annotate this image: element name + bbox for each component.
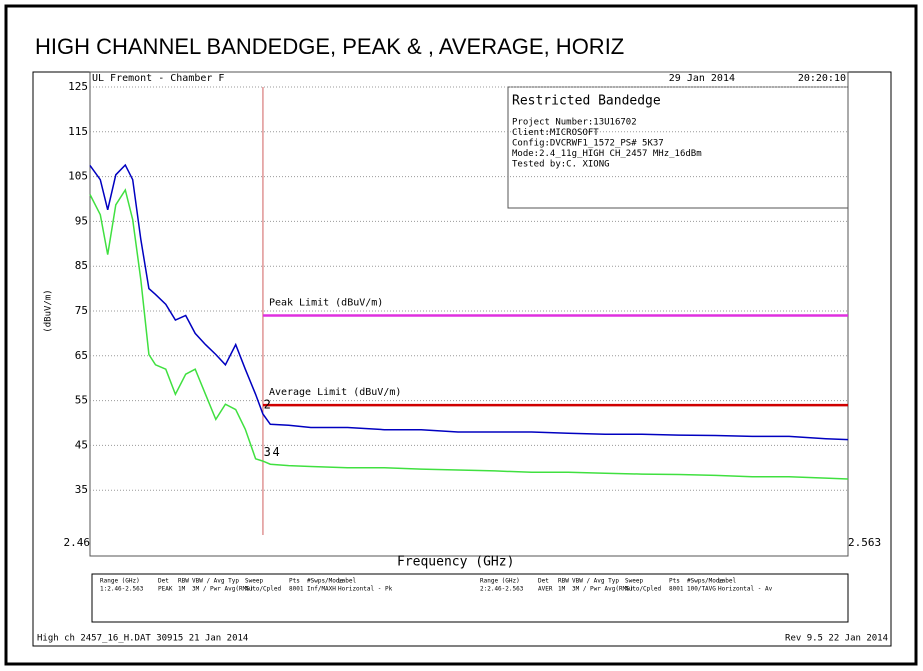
y-tick-label: 75 <box>75 304 88 317</box>
x-tick-label: 2.563 <box>848 536 881 549</box>
table-header: Sweep <box>625 578 643 585</box>
marker-label: 2 <box>264 397 271 411</box>
header-left: UL Fremont - Chamber F <box>92 73 224 84</box>
table-header: #Swps/Mode <box>687 578 724 585</box>
info-line: Tested by:C. XIONG <box>512 160 610 170</box>
info-line: Project Number:13U16702 <box>512 118 637 128</box>
settings-box <box>91 573 849 623</box>
x-axis-label: Frequency (GHz) <box>397 555 514 570</box>
table-header: RBW <box>558 578 569 585</box>
table-header: Pts <box>289 578 300 585</box>
table-cell: 8001 <box>669 586 684 593</box>
limit-label: Peak Limit (dBuV/m) <box>269 297 383 308</box>
table-header: #Swps/Mode <box>307 578 344 585</box>
y-tick-label: 65 <box>75 349 88 362</box>
info-line: Config:DVCRWF1_1572_PS# 5K37 <box>512 139 664 149</box>
info-title: Restricted Bandedge <box>512 94 661 109</box>
table-cell: 2:2.46-2.563 <box>480 586 524 593</box>
table-cell: 3M / Pwr Avg(RMS) <box>192 586 253 593</box>
table-cell: 1:2.46-2.563 <box>100 586 144 593</box>
y-tick-label: 45 <box>75 438 88 451</box>
table-header: Pts <box>669 578 680 585</box>
table-cell: 8001 <box>289 586 304 593</box>
series-line <box>89 188 849 480</box>
y-tick-label: 95 <box>75 214 88 227</box>
table-header: Sweep <box>245 578 263 585</box>
table-cell: 1M <box>178 586 186 593</box>
table-cell: Horizontal - Av <box>718 586 773 593</box>
info-box <box>507 86 849 209</box>
table-cell: Auto/Cpled <box>245 586 282 593</box>
time: 20:20:10 <box>798 73 846 84</box>
table-header: Label <box>718 578 736 585</box>
series-line <box>89 163 849 441</box>
table-header: Label <box>338 578 356 585</box>
y-tick-label: 125 <box>68 80 88 93</box>
table-header: VBW / Avg Typ <box>192 578 239 585</box>
table-header: Range (GHz) <box>100 578 140 585</box>
date: 29 Jan 2014 <box>669 73 735 84</box>
info-line: Client:MICROSOFT <box>512 128 599 138</box>
footer-left: High ch 2457_16_H.DAT 30915 21 Jan 2014 <box>37 634 248 644</box>
y-tick-label: 85 <box>75 259 88 272</box>
info-line: Mode:2.4_11g_HIGH CH_2457 MHz_16dBm <box>512 149 702 159</box>
table-cell: PEAK <box>158 586 173 593</box>
y-tick-label: 55 <box>75 394 88 407</box>
table-header: RBW <box>178 578 189 585</box>
table-cell: 100/TAVG <box>687 586 716 593</box>
table-cell: AVER <box>538 586 553 593</box>
table-cell: 1M <box>558 586 566 593</box>
table-cell: Horizontal - Pk <box>338 586 393 593</box>
footer-right: Rev 9.5 22 Jan 2014 <box>785 634 888 644</box>
x-tick-label: 2.46 <box>64 536 91 549</box>
table-header: VBW / Avg Typ <box>572 578 619 585</box>
y-tick-label: 35 <box>75 483 88 496</box>
marker-label: 3 <box>264 445 271 459</box>
table-cell: Inf/MAXH <box>307 586 336 593</box>
chart-title: HIGH CHANNEL BANDEDGE, PEAK & , AVERAGE,… <box>35 34 624 59</box>
table-header: Det <box>538 578 549 585</box>
table-header: Det <box>158 578 169 585</box>
plot-frame <box>89 71 849 557</box>
table-cell: 3M / Pwr Avg(RMS) <box>572 586 633 593</box>
y-tick-label: 105 <box>68 170 88 183</box>
table-cell: Auto/Cpled <box>625 586 662 593</box>
table-header: Range (GHz) <box>480 578 520 585</box>
outer-frame <box>4 4 918 666</box>
marker-label: 4 <box>273 445 280 459</box>
y-tick-label: 115 <box>68 125 88 138</box>
y-axis-label: (dBuV/m) <box>44 289 54 332</box>
limit-label: Average Limit (dBuV/m) <box>269 387 401 398</box>
